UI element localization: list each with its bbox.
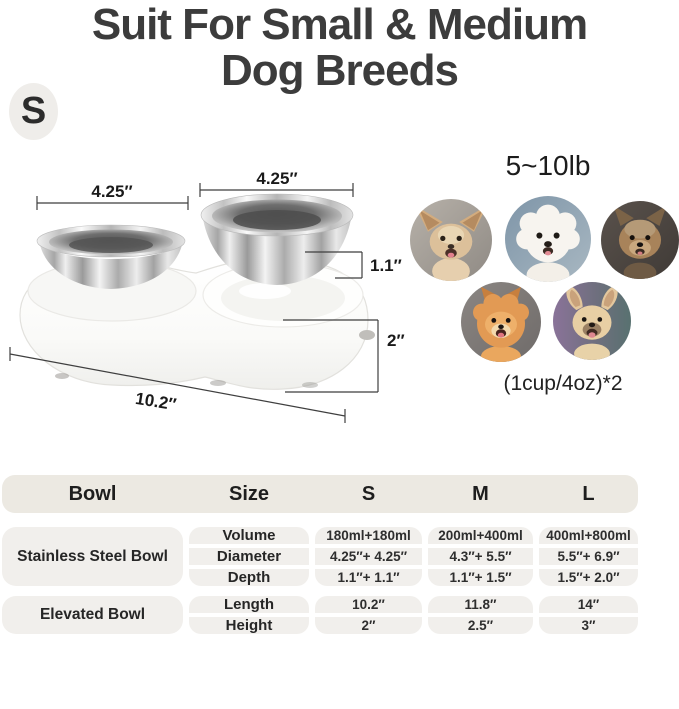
value-length-m: 11.8″ xyxy=(428,596,533,613)
size-m-column: 11.8″ 2.5″ xyxy=(428,596,533,634)
stand-foot xyxy=(55,373,69,379)
row-label-height: Height xyxy=(189,617,309,634)
value-height-m: 2.5″ xyxy=(428,617,533,634)
size-l-column: 400ml+800ml 5.5″+ 6.9″ 1.5″+ 2.0″ xyxy=(539,527,638,586)
size-s-column: 180ml+180ml 4.25″+ 4.25″ 1.1″+ 1.1″ xyxy=(315,527,422,586)
header-size-l: L xyxy=(582,482,595,505)
spec-group-elevated-bowl: Elevated Bowl Length Height 10.2″ 2″ 11.… xyxy=(2,596,638,634)
dog-photo-bichon-frise xyxy=(505,196,591,282)
right-steel-bowl xyxy=(200,193,354,285)
group-label: Elevated Bowl xyxy=(2,596,183,634)
header-bowl: Bowl xyxy=(68,482,117,505)
row-label-diameter: Diameter xyxy=(189,548,309,565)
stand-foot xyxy=(210,380,226,386)
value-height-l: 3″ xyxy=(539,617,638,634)
spec-table-header: Bowl Size S M L xyxy=(2,475,638,513)
stand-foot xyxy=(359,330,375,340)
size-s-column: 10.2″ 2″ xyxy=(315,596,422,634)
size-badge-label: S xyxy=(20,90,47,132)
metric-column: Volume Diameter Depth xyxy=(189,527,309,586)
stand-foot xyxy=(302,382,318,388)
value-volume-s: 180ml+180ml xyxy=(315,527,422,544)
size-l-column: 14″ 3″ xyxy=(539,596,638,634)
dog-photo-yorkshire-terrier xyxy=(601,201,679,279)
value-volume-l: 400ml+800ml xyxy=(539,527,638,544)
metric-column: Length Height xyxy=(189,596,309,634)
value-diameter-m: 4.3″+ 5.5″ xyxy=(428,548,533,565)
value-height-s: 2″ xyxy=(315,617,422,634)
french-bulldog-icon xyxy=(553,282,631,360)
row-label-length: Length xyxy=(189,596,309,613)
spec-group-stainless-steel-bowl: Stainless Steel Bowl Volume Diameter Dep… xyxy=(2,527,638,586)
product-diagram: 4.25″ 4.25″ 1.1″ 2″ 10.2″ xyxy=(9,169,405,423)
title-line-1: Suit For Small & Medium xyxy=(91,0,588,49)
left-bowl-diameter-label: 4.25″ xyxy=(91,182,132,201)
value-length-l: 14″ xyxy=(539,596,638,613)
dog-photo-pomeranian xyxy=(461,282,541,362)
spec-table: Bowl Size S M L Stainless Steel Bowl Vol… xyxy=(2,475,638,634)
value-diameter-s: 4.25″+ 4.25″ xyxy=(315,548,422,565)
dimension-lines xyxy=(9,183,379,423)
value-depth-s: 1.1″+ 1.1″ xyxy=(315,569,422,586)
pomeranian-icon xyxy=(461,282,541,362)
row-label-volume: Volume xyxy=(189,527,309,544)
stand-length-label: 10.2″ xyxy=(134,389,178,414)
bichon-frise-icon xyxy=(505,196,591,282)
stand-height-label: 2″ xyxy=(387,331,405,350)
value-volume-m: 200ml+400ml xyxy=(428,527,533,544)
title-line-2: Dog Breeds xyxy=(221,46,459,95)
value-diameter-l: 5.5″+ 6.9″ xyxy=(539,548,638,565)
value-length-s: 10.2″ xyxy=(315,596,422,613)
size-m-column: 200ml+400ml 4.3″+ 5.5″ 1.1″+ 1.5″ xyxy=(428,527,533,586)
right-bowl-diameter-label: 4.25″ xyxy=(256,169,297,188)
page-title: Suit For Small & Medium Dog Breeds xyxy=(0,2,679,94)
serving-size: (1cup/4oz)*2 xyxy=(503,372,623,395)
value-depth-l: 1.5″+ 2.0″ xyxy=(539,569,638,586)
header-size-s: S xyxy=(361,482,376,505)
header-size: Size xyxy=(228,482,270,505)
weight-range: 5~10lb xyxy=(505,150,591,181)
dog-photo-chihuahua xyxy=(410,199,492,281)
left-steel-bowl xyxy=(36,224,186,289)
dog-photo-french-bulldog xyxy=(553,282,631,360)
yorkshire-terrier-icon xyxy=(601,201,679,279)
group-label: Stainless Steel Bowl xyxy=(2,527,183,586)
header-size-m: M xyxy=(472,482,489,505)
row-label-depth: Depth xyxy=(189,569,309,586)
value-depth-m: 1.1″+ 1.5″ xyxy=(428,569,533,586)
chihuahua-icon xyxy=(410,199,492,281)
size-badge: S xyxy=(9,83,58,140)
bowl-depth-label: 1.1″ xyxy=(370,256,402,275)
